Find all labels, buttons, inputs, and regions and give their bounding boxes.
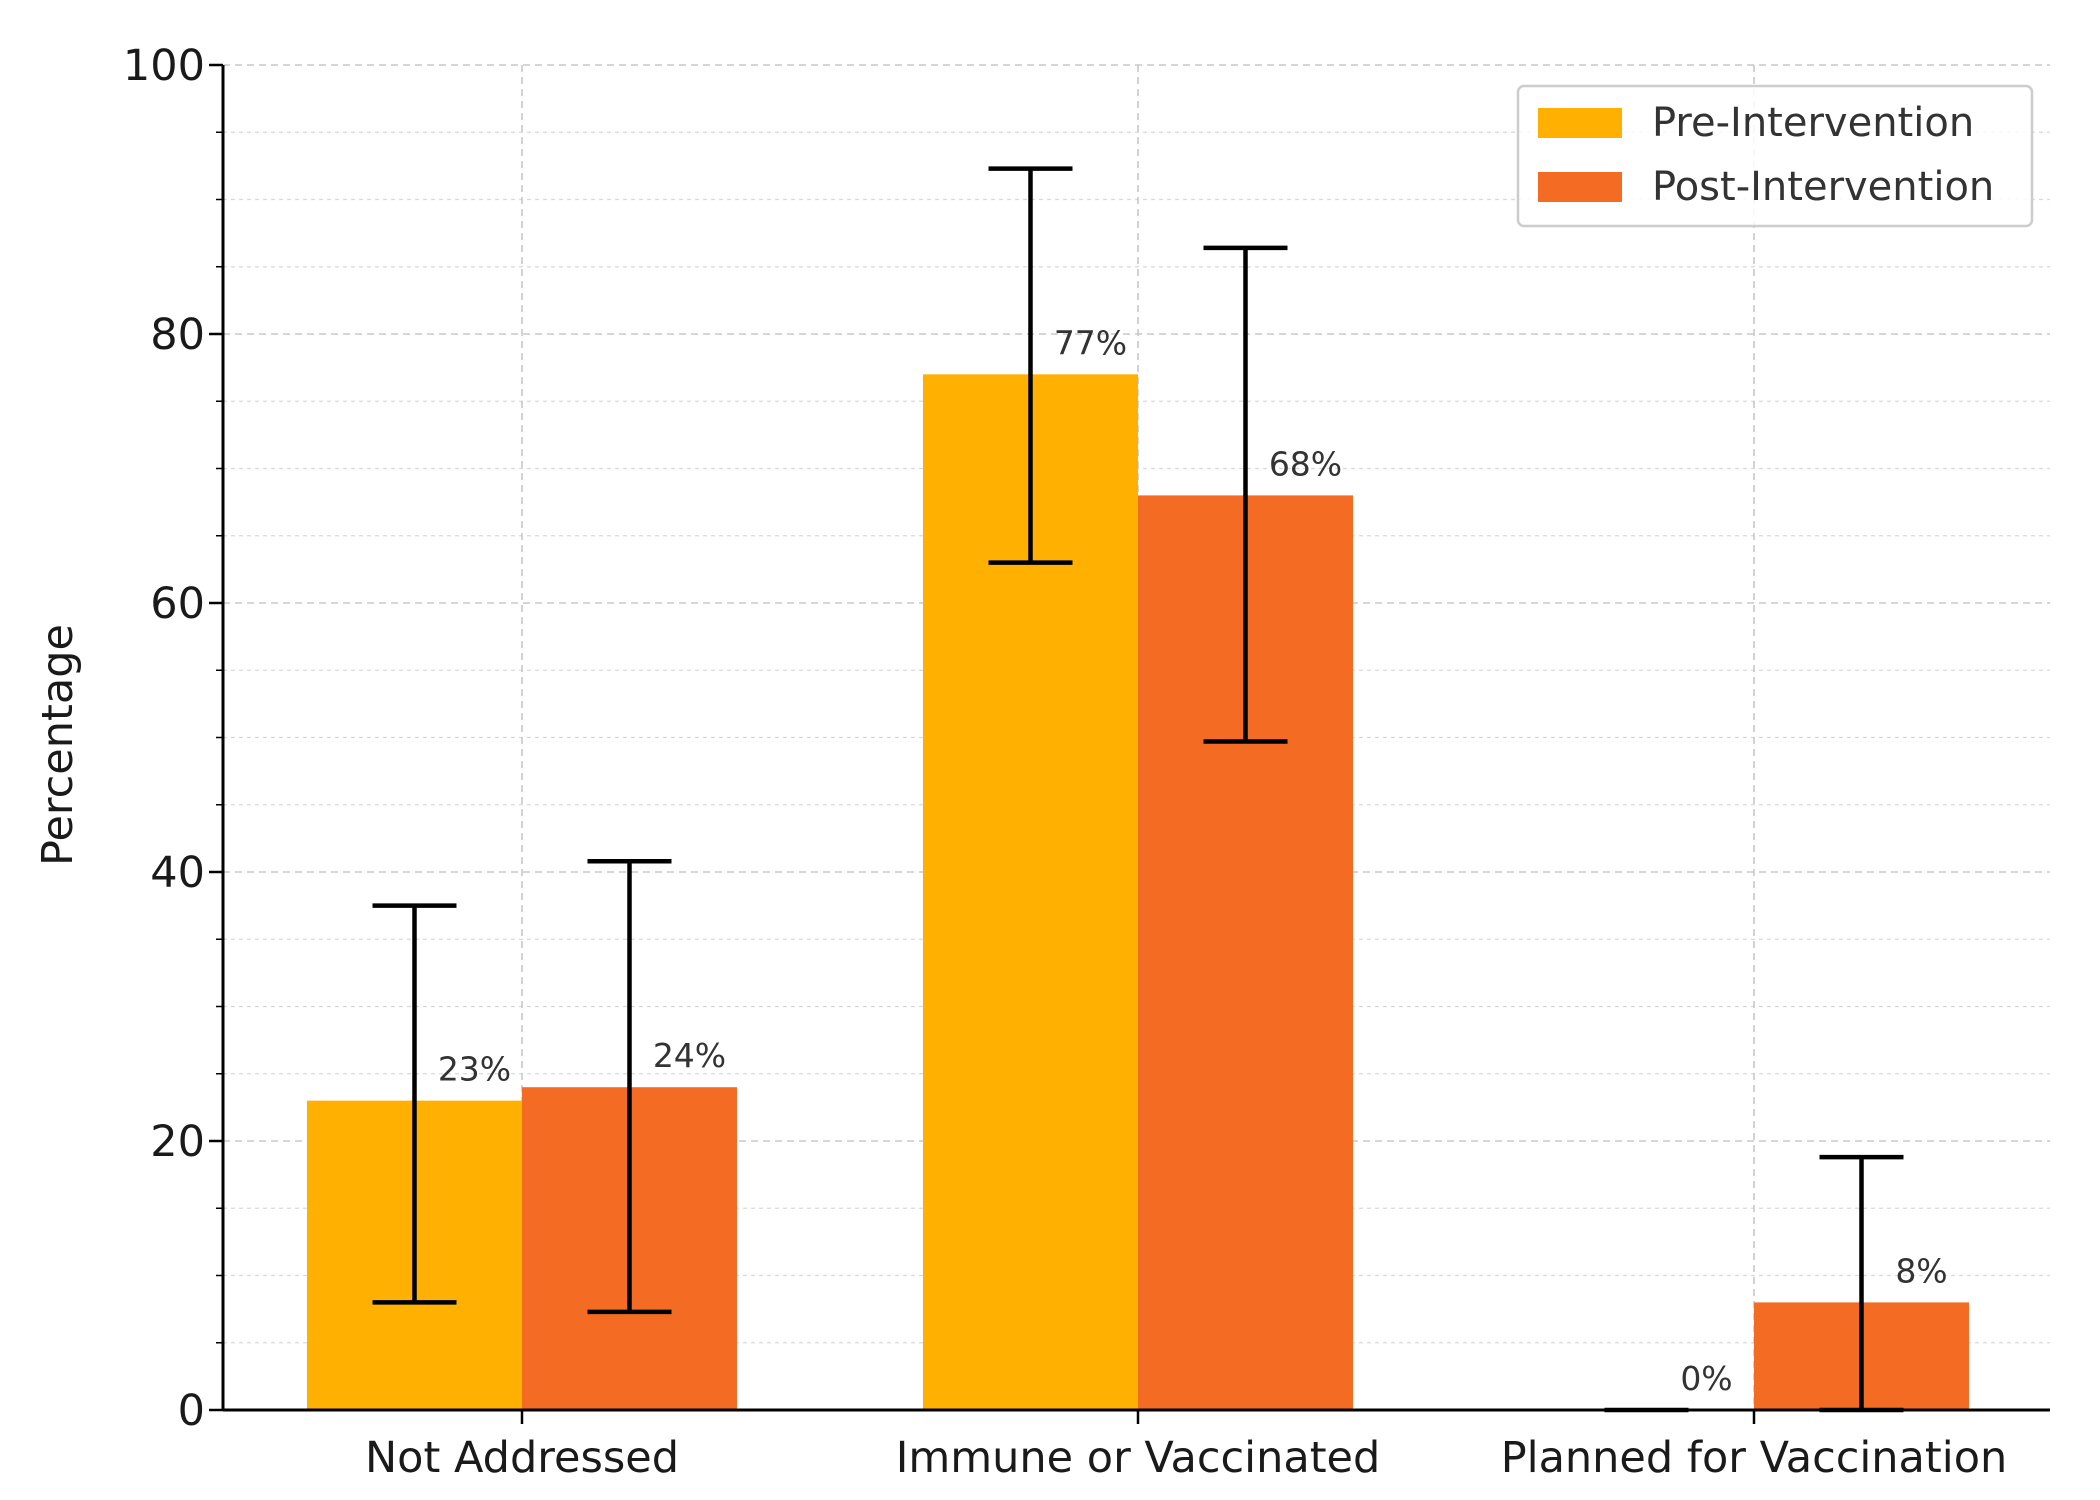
axes: 0 20 40 60 80 100 Not Addressed Immune or Vacci… [123, 41, 2050, 1483]
data-label: 68% [1269, 444, 1342, 483]
bars [307, 374, 1969, 1411]
y-tick-label: 0 [178, 1386, 205, 1436]
legend-box [1516, 84, 2034, 228]
y-tick-label: 40 [150, 848, 205, 898]
y-tick-label: 60 [150, 579, 205, 629]
data-label: 8% [1895, 1251, 1947, 1290]
data-labels: 23% 77% 0% 24% 68% 8% [438, 323, 1948, 1398]
legend-swatch [1538, 108, 1622, 138]
data-label: 24% [653, 1036, 726, 1075]
x-tick-label: Immune or Vaccinated [896, 1433, 1381, 1483]
legend-swatch [1538, 172, 1622, 202]
legend-label: Post-Intervention [1652, 164, 1994, 210]
data-label: 23% [438, 1050, 511, 1089]
y-tick-label: 80 [150, 310, 205, 360]
y-tick-label: 100 [123, 41, 205, 91]
y-axis-title: Percentage [33, 624, 83, 866]
legend: Pre-Intervention Post-Intervention [1516, 84, 2034, 228]
x-tick-label: Planned for Vaccination [1501, 1433, 2008, 1483]
legend-label: Pre-Intervention [1652, 100, 1974, 146]
y-tick-label: 20 [150, 1117, 205, 1167]
data-label: 0% [1680, 1359, 1732, 1398]
data-label: 77% [1054, 323, 1127, 362]
x-tick-label: Not Addressed [365, 1433, 679, 1483]
